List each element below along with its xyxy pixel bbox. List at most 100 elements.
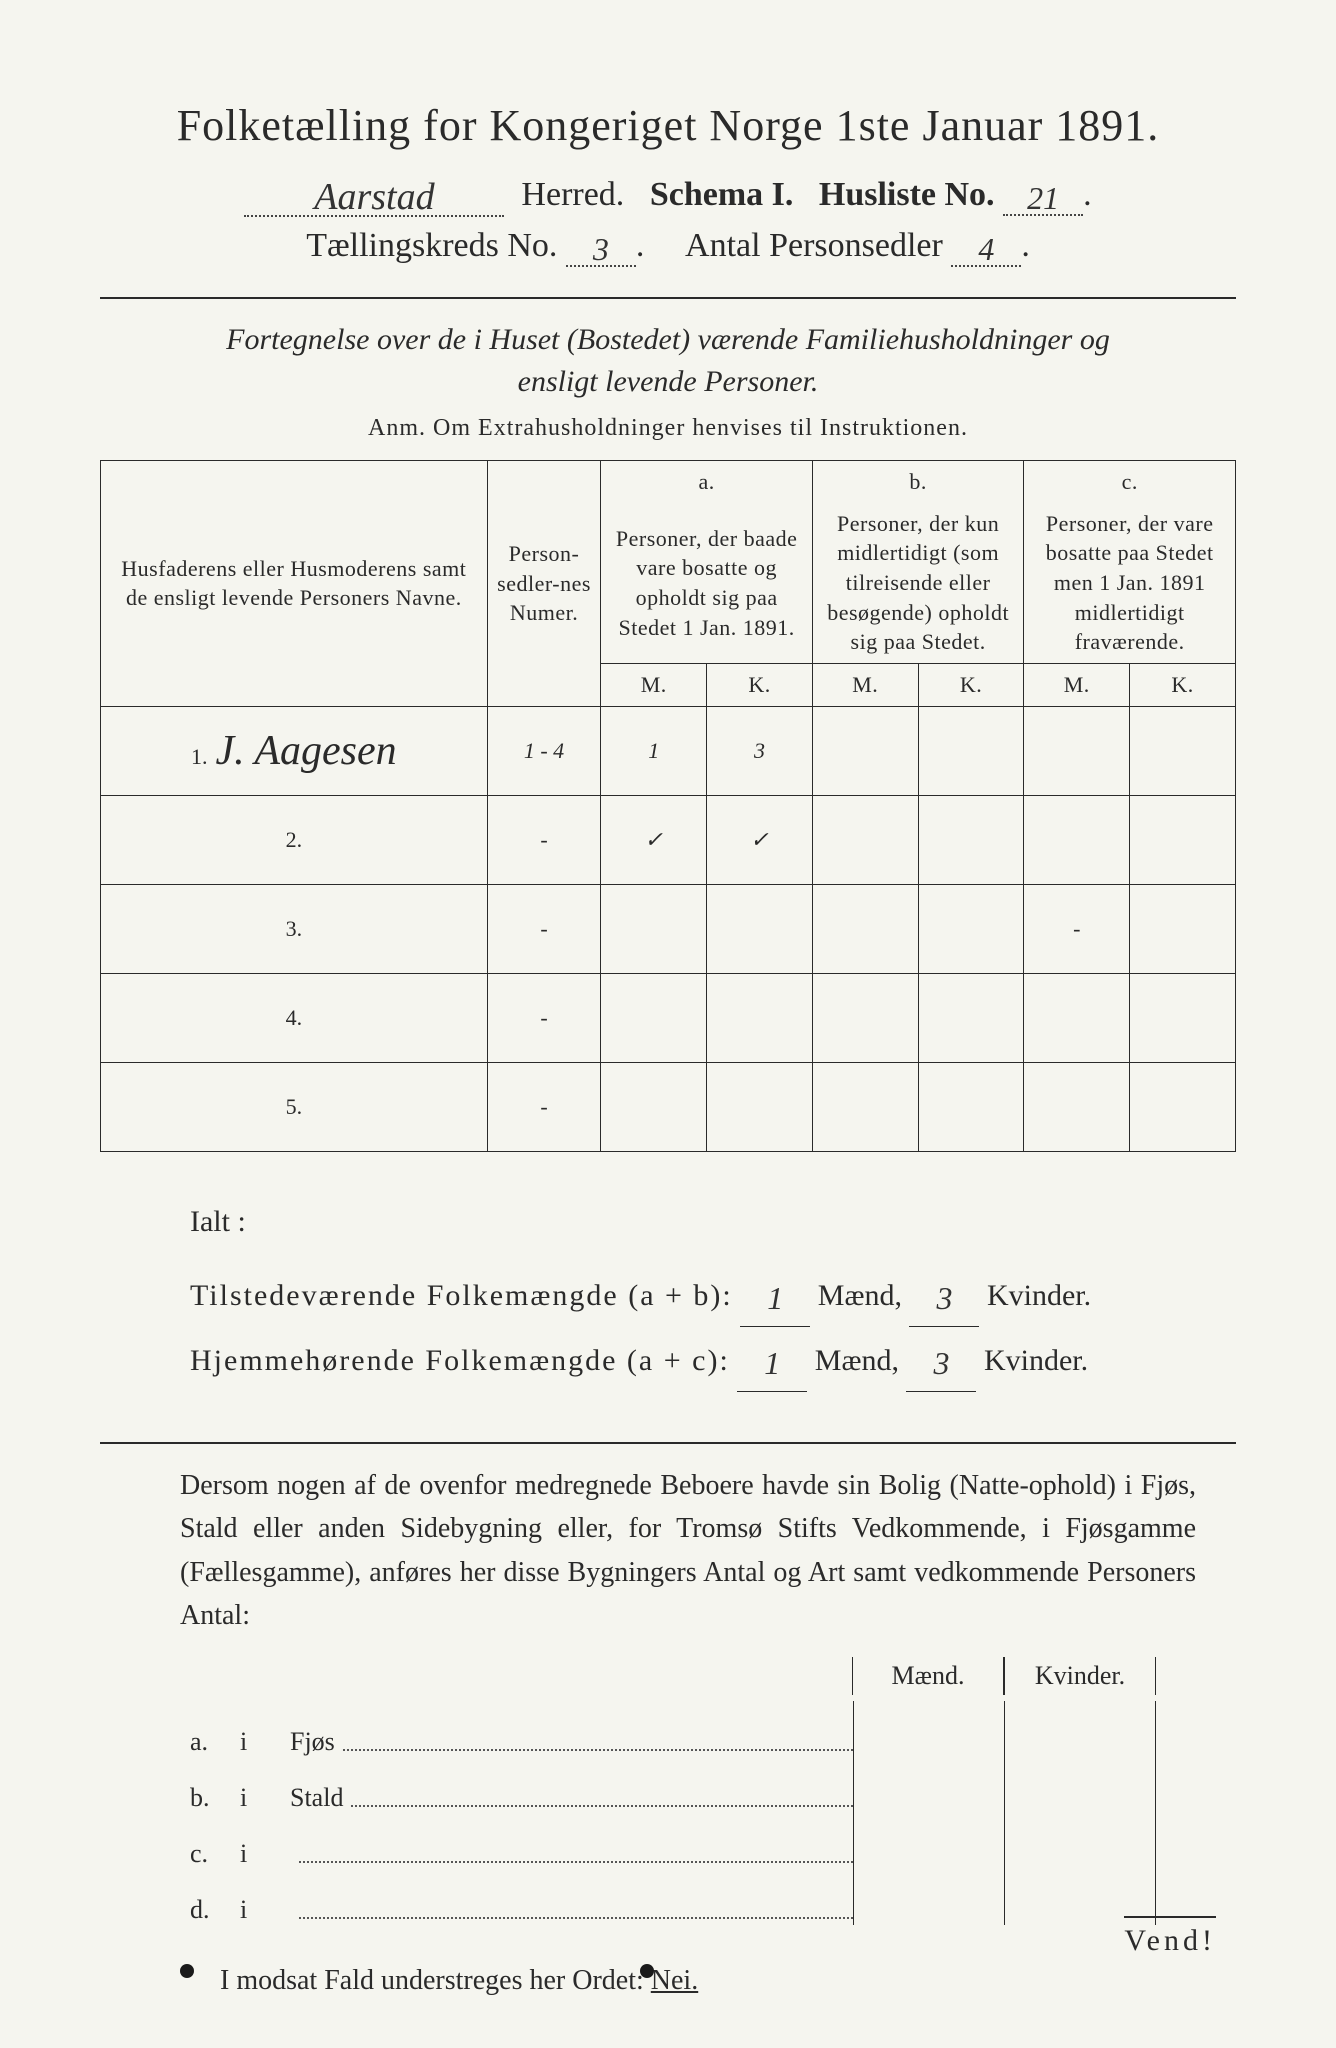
row-a-m <box>601 973 707 1062</box>
row-num: - <box>487 973 601 1062</box>
antal-value: 4 <box>978 231 994 267</box>
row-num: 1 - 4 <box>487 706 601 795</box>
th-num: Person-sedler-nes Numer. <box>487 461 601 707</box>
th-c-label: c. <box>1024 461 1236 503</box>
antal-label: Antal Personsedler <box>685 227 943 264</box>
row-name: 2. <box>101 795 488 884</box>
row-b-k <box>918 973 1024 1062</box>
th-b-label: b. <box>812 461 1024 503</box>
row-b-m <box>812 1062 918 1151</box>
header-line-2: Tællingskreds No. 3 . Antal Personsedler… <box>100 227 1236 267</box>
sb-k <box>1004 1813 1156 1869</box>
th-b-k: K. <box>918 664 1024 707</box>
totals-block: Ialt : Tilstedeværende Folkemængde (a + … <box>190 1192 1236 1392</box>
row-a-m: ✓ <box>601 795 707 884</box>
ink-dot-icon <box>640 1964 654 1978</box>
table-row: 4.- <box>101 973 1236 1062</box>
totals-l2-m: 1 <box>764 1345 780 1381</box>
row-c-k <box>1130 1062 1236 1151</box>
sb-letter: b. <box>190 1783 240 1813</box>
row-num: - <box>487 1062 601 1151</box>
herred-value: Aarstad <box>314 176 434 218</box>
row-b-k <box>918 1062 1024 1151</box>
sidebygning-row: b.iStald <box>190 1757 1156 1813</box>
row-b-k <box>918 795 1024 884</box>
sidebygning-row: a.iFjøs <box>190 1701 1156 1757</box>
row-b-k <box>918 884 1024 973</box>
totals-line-2: Hjemmehørende Folkemængde (a + c): 1 Mæn… <box>190 1327 1236 1392</box>
sidebygning-row: c.i <box>190 1813 1156 1869</box>
sb-m <box>853 1869 1004 1925</box>
husliste-value: 21 <box>1027 180 1059 216</box>
row-b-m <box>812 795 918 884</box>
sb-name: Fjøs <box>290 1727 853 1757</box>
row-a-m: 1 <box>601 706 707 795</box>
vend-label: Vend! <box>1124 1916 1216 1958</box>
sidebygning-list: a.iFjøsb.iStaldc.id.i <box>190 1701 1156 1925</box>
table-row: 5.- <box>101 1062 1236 1151</box>
kvinder-label: Kvinder. <box>987 1279 1091 1312</box>
herred-label: Herred. <box>521 176 624 213</box>
schema-label: Schema I. <box>650 176 794 213</box>
table-row: 1.J. Aagesen1 - 413 <box>101 706 1236 795</box>
th-c-m: M. <box>1024 664 1130 707</box>
mk-header: Mænd. Kvinder. <box>100 1657 1156 1695</box>
nei-line: I modsat Fald understreges her Ordet: Ne… <box>220 1965 1236 1997</box>
totals-l1-k: 3 <box>936 1280 952 1316</box>
row-a-m <box>601 884 707 973</box>
ink-dot-icon <box>180 1964 194 1978</box>
table-row: 2.-✓✓ <box>101 795 1236 884</box>
kreds-value: 3 <box>593 231 609 267</box>
divider-2 <box>100 1442 1236 1444</box>
header-line-1: Aarstad Herred. Schema I. Husliste No. 2… <box>100 171 1236 217</box>
th-a-m: M. <box>601 664 707 707</box>
row-a-k: ✓ <box>707 795 813 884</box>
th-a: Personer, der baade vare bosatte og opho… <box>601 503 813 664</box>
row-c-m: - <box>1024 884 1130 973</box>
row-name: 3. <box>101 884 488 973</box>
kvinder-label-2: Kvinder. <box>984 1344 1088 1377</box>
row-a-k: 3 <box>707 706 813 795</box>
row-c-k <box>1130 706 1236 795</box>
maend-label: Mænd, <box>818 1279 902 1312</box>
kreds-label: Tællingskreds No. <box>306 227 557 264</box>
sb-i: i <box>240 1727 290 1757</box>
row-a-k <box>707 884 813 973</box>
row-c-m <box>1024 795 1130 884</box>
sb-m <box>853 1701 1004 1757</box>
row-b-k <box>918 706 1024 795</box>
sb-i: i <box>240 1839 290 1869</box>
th-b-m: M. <box>812 664 918 707</box>
census-form-page: Folketælling for Kongeriget Norge 1ste J… <box>0 0 1336 2048</box>
nei-pre: I modsat Fald understreges her Ordet: <box>220 1965 651 1996</box>
sb-name <box>290 1895 853 1925</box>
sb-letter: a. <box>190 1727 240 1757</box>
row-c-k <box>1130 795 1236 884</box>
mk-k: Kvinder. <box>1004 1657 1156 1695</box>
row-name: 1.J. Aagesen <box>101 706 488 795</box>
row-b-m <box>812 884 918 973</box>
row-num: - <box>487 884 601 973</box>
row-name: 4. <box>101 973 488 1062</box>
totals-l2-label: Hjemmehørende Folkemængde (a + c): <box>190 1344 730 1377</box>
th-names: Husfaderens eller Husmoderens samt de en… <box>101 461 488 707</box>
sb-name <box>290 1839 853 1869</box>
row-a-k <box>707 973 813 1062</box>
maend-label-2: Mænd, <box>815 1344 899 1377</box>
row-name: 5. <box>101 1062 488 1151</box>
sidebygning-paragraph: Dersom nogen af de ovenfor medregnede Be… <box>180 1464 1196 1638</box>
th-a-k: K. <box>707 664 813 707</box>
husliste-label: Husliste No. <box>819 176 995 213</box>
th-a-label: a. <box>601 461 813 503</box>
table-row: 3.-- <box>101 884 1236 973</box>
row-c-m <box>1024 1062 1130 1151</box>
row-a-m <box>601 1062 707 1151</box>
page-title: Folketælling for Kongeriget Norge 1ste J… <box>100 100 1236 151</box>
th-b: Personer, der kun midlertidigt (som tilr… <box>812 503 1024 664</box>
mk-m: Mænd. <box>852 1657 1004 1695</box>
subtitle: Fortegnelse over de i Huset (Bostedet) v… <box>220 319 1116 403</box>
sb-letter: c. <box>190 1839 240 1869</box>
totals-line-1: Tilstedeværende Folkemængde (a + b): 1 M… <box>190 1262 1236 1327</box>
ialt-label: Ialt : <box>190 1192 1236 1252</box>
sb-letter: d. <box>190 1895 240 1925</box>
